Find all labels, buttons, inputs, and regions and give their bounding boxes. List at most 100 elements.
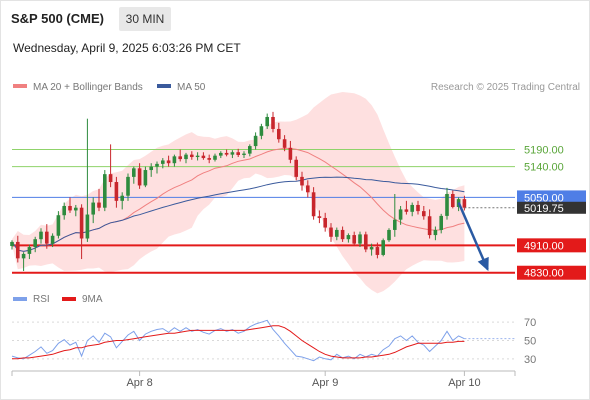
candle-body — [166, 160, 171, 164]
candle-body — [462, 199, 467, 208]
candle-body — [172, 156, 177, 164]
candle-body — [300, 176, 304, 186]
level-tag-4910.00 — [517, 238, 586, 253]
candle-body — [248, 146, 252, 154]
x-tick-label: Apr 10 — [448, 377, 480, 389]
level-label-4910.00: 4910.00 — [524, 240, 564, 252]
level-label-4830.00: 4830.00 — [524, 268, 564, 280]
last-price-tag — [517, 201, 586, 214]
candle-body — [184, 154, 188, 160]
candle-body — [149, 166, 153, 171]
level-label-5140.00: 5140.00 — [524, 162, 564, 174]
candle-body — [143, 170, 148, 186]
candle-body — [62, 205, 66, 216]
candle-body — [108, 174, 113, 183]
legend-swatch-rsi — [13, 297, 27, 301]
rsi-tick-label: 50 — [524, 336, 536, 348]
candle-body — [236, 152, 240, 155]
x-tick-label: Apr 8 — [126, 377, 152, 389]
candle-body — [126, 176, 130, 196]
candle-body — [323, 217, 327, 228]
candle-body — [340, 229, 345, 240]
candle-body — [242, 153, 246, 155]
candle-body — [195, 155, 200, 158]
candle-body — [68, 205, 72, 211]
candle-body — [230, 152, 235, 155]
candle-body — [259, 126, 264, 136]
legend-swatch-9ma — [62, 297, 76, 301]
forecast-arrow-head — [477, 256, 489, 272]
candle-body — [398, 209, 403, 220]
candle-body — [352, 235, 356, 244]
candle-body — [416, 204, 420, 212]
candle-body — [306, 185, 310, 193]
candle-body — [45, 231, 49, 244]
candle-body — [103, 174, 107, 208]
candle-body — [219, 152, 223, 156]
candle-body — [132, 168, 136, 177]
forecast-arrow-shaft — [457, 202, 489, 270]
candle-body — [190, 154, 194, 158]
candle-body — [74, 207, 78, 211]
candle-body — [16, 241, 20, 259]
candle-body — [387, 229, 391, 241]
candle-body — [21, 253, 26, 259]
candle-body — [311, 192, 316, 217]
candle-body — [253, 135, 258, 147]
candle-body — [445, 194, 449, 216]
rsi-ma-line — [12, 325, 465, 360]
last-price-label: 5019.75 — [524, 203, 564, 215]
candle-body — [213, 155, 217, 160]
candle-body — [85, 214, 90, 239]
x-tick-label: Apr 9 — [312, 377, 338, 389]
rsi-tick-label: 30 — [524, 354, 536, 366]
candle-body — [427, 216, 432, 236]
candle-body — [39, 231, 43, 240]
legend-label: 9MA — [82, 294, 103, 305]
candle-body — [265, 116, 269, 127]
candle-body — [335, 229, 339, 237]
candle-body — [282, 139, 287, 148]
level-label-5190.00: 5190.00 — [524, 145, 564, 157]
candle-body — [369, 247, 374, 250]
level-tag-4830.00 — [517, 265, 586, 280]
candle-body — [79, 207, 84, 239]
candle-body — [422, 211, 426, 217]
candle-body — [50, 235, 55, 244]
candle-body — [364, 234, 368, 250]
candle-body — [375, 247, 380, 255]
candle-body — [97, 202, 101, 208]
legend-label: MA 50 — [177, 82, 206, 93]
credit-label: Research © 2025 Trading Central — [431, 82, 580, 93]
candle-body — [451, 194, 455, 208]
candle-body — [114, 182, 119, 201]
candle-body — [410, 204, 414, 212]
candle-body — [137, 168, 142, 186]
candle-body — [294, 159, 298, 177]
candle-body — [317, 216, 322, 218]
bollinger-band — [12, 92, 465, 294]
candle-body — [358, 234, 362, 244]
candle-body — [161, 160, 165, 164]
candle-body — [10, 241, 14, 247]
level-label-5050.00: 5050.00 — [524, 192, 564, 204]
candle-body — [56, 215, 61, 236]
rsi-tick-label: 70 — [524, 317, 536, 329]
candle-body — [33, 239, 37, 248]
candle-body — [381, 240, 385, 255]
candle-body — [207, 158, 211, 160]
candle-body — [439, 215, 443, 230]
candle-body — [277, 128, 281, 140]
candle-body — [27, 247, 32, 254]
candle-body — [288, 147, 293, 160]
candle-body — [201, 155, 206, 159]
candle-body — [393, 219, 397, 230]
legend-label: MA 20 + Bollinger Bands — [33, 82, 143, 93]
candle-body — [346, 235, 351, 240]
timeframe-button[interactable]: 30 MIN — [119, 7, 171, 31]
candle-body — [433, 229, 438, 236]
candle-body — [271, 116, 275, 129]
level-tag-5050.00 — [517, 190, 586, 205]
candle-body — [329, 227, 333, 237]
